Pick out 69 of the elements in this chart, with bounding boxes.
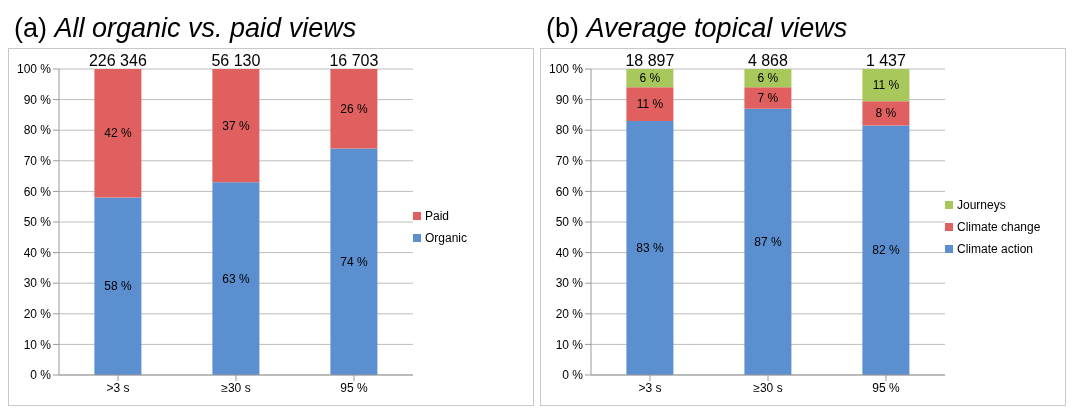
bar: [862, 125, 910, 375]
bar: [212, 182, 260, 375]
bar: [330, 148, 378, 375]
y-tick-label: 80 %: [23, 123, 52, 138]
legend-label: Organic: [424, 231, 469, 245]
y-tick-label: 90 %: [555, 92, 584, 107]
x-tick-label: >3 s: [638, 380, 662, 395]
y-tick-label: 0 %: [30, 368, 52, 383]
y-tick-label: 40 %: [555, 245, 584, 260]
chart-title: (a) All organic vs. paid views: [13, 12, 358, 45]
y-tick-label: 60 %: [23, 184, 52, 199]
y-tick-label: 0 %: [562, 368, 584, 383]
data-label: 74 %: [340, 254, 368, 269]
data-label: 37 %: [222, 118, 250, 133]
bar: [94, 69, 142, 198]
data-label: 7 %: [757, 91, 779, 106]
y-tick-label: 30 %: [555, 276, 584, 291]
bar: [626, 87, 674, 122]
data-label: 87 %: [754, 234, 782, 249]
y-tick-label: 70 %: [555, 154, 584, 169]
data-label: 11 %: [872, 78, 900, 93]
annotation: 226 346: [88, 52, 147, 69]
x-tick-label: 95 %: [340, 380, 368, 395]
y-tick-label: 70 %: [23, 154, 52, 169]
y-tick-label: 80 %: [555, 123, 584, 138]
y-tick-label: 30 %: [23, 276, 52, 291]
legend-label: Paid: [424, 209, 451, 223]
data-label: 6 %: [757, 71, 779, 86]
y-tick-label: 60 %: [555, 184, 584, 199]
x-tick-label: >3 s: [106, 380, 130, 395]
x-tick-label: ≥30 s: [221, 380, 251, 395]
bar: [744, 87, 792, 109]
annotation: 16 703: [329, 52, 379, 69]
legend-label: Climate change: [956, 220, 1042, 234]
y-tick-label: 100 %: [548, 62, 584, 77]
x-tick-label: ≥30 s: [753, 380, 783, 395]
bar: [94, 197, 142, 375]
x-tick-label: 95 %: [872, 380, 900, 395]
legend-label: Journeys: [956, 198, 1007, 212]
bar: [212, 69, 260, 183]
bar: [862, 101, 910, 126]
y-tick-label: 20 %: [555, 307, 584, 322]
legend-label: Climate action: [956, 242, 1035, 256]
y-tick-label: 90 %: [23, 92, 52, 107]
y-tick-label: 50 %: [23, 215, 52, 230]
y-tick-label: 50 %: [555, 215, 584, 230]
data-label: 42 %: [104, 126, 132, 141]
y-tick-label: 10 %: [555, 337, 584, 352]
annotation: 4 868: [747, 52, 789, 69]
y-tick-label: 20 %: [23, 307, 52, 322]
data-label: 82 %: [872, 243, 900, 258]
annotation: 18 897: [625, 52, 675, 69]
y-tick-label: 10 %: [23, 337, 52, 352]
data-label: 26 %: [340, 101, 368, 116]
bar: [744, 108, 792, 375]
data-label: 63 %: [222, 271, 250, 286]
annotation: 1 437: [865, 52, 907, 69]
annotation: 56 130: [211, 52, 261, 69]
bar: [862, 69, 910, 102]
data-label: 58 %: [104, 279, 132, 294]
data-label: 83 %: [636, 241, 664, 256]
y-tick-label: 100 %: [16, 62, 52, 77]
bar: [626, 121, 674, 375]
data-label: 11 %: [636, 97, 664, 112]
bar: [330, 69, 378, 149]
data-label: 8 %: [875, 106, 897, 121]
y-tick-label: 40 %: [23, 245, 52, 260]
chart-title: (b) Average topical views: [545, 12, 849, 45]
data-label: 6 %: [639, 71, 661, 86]
